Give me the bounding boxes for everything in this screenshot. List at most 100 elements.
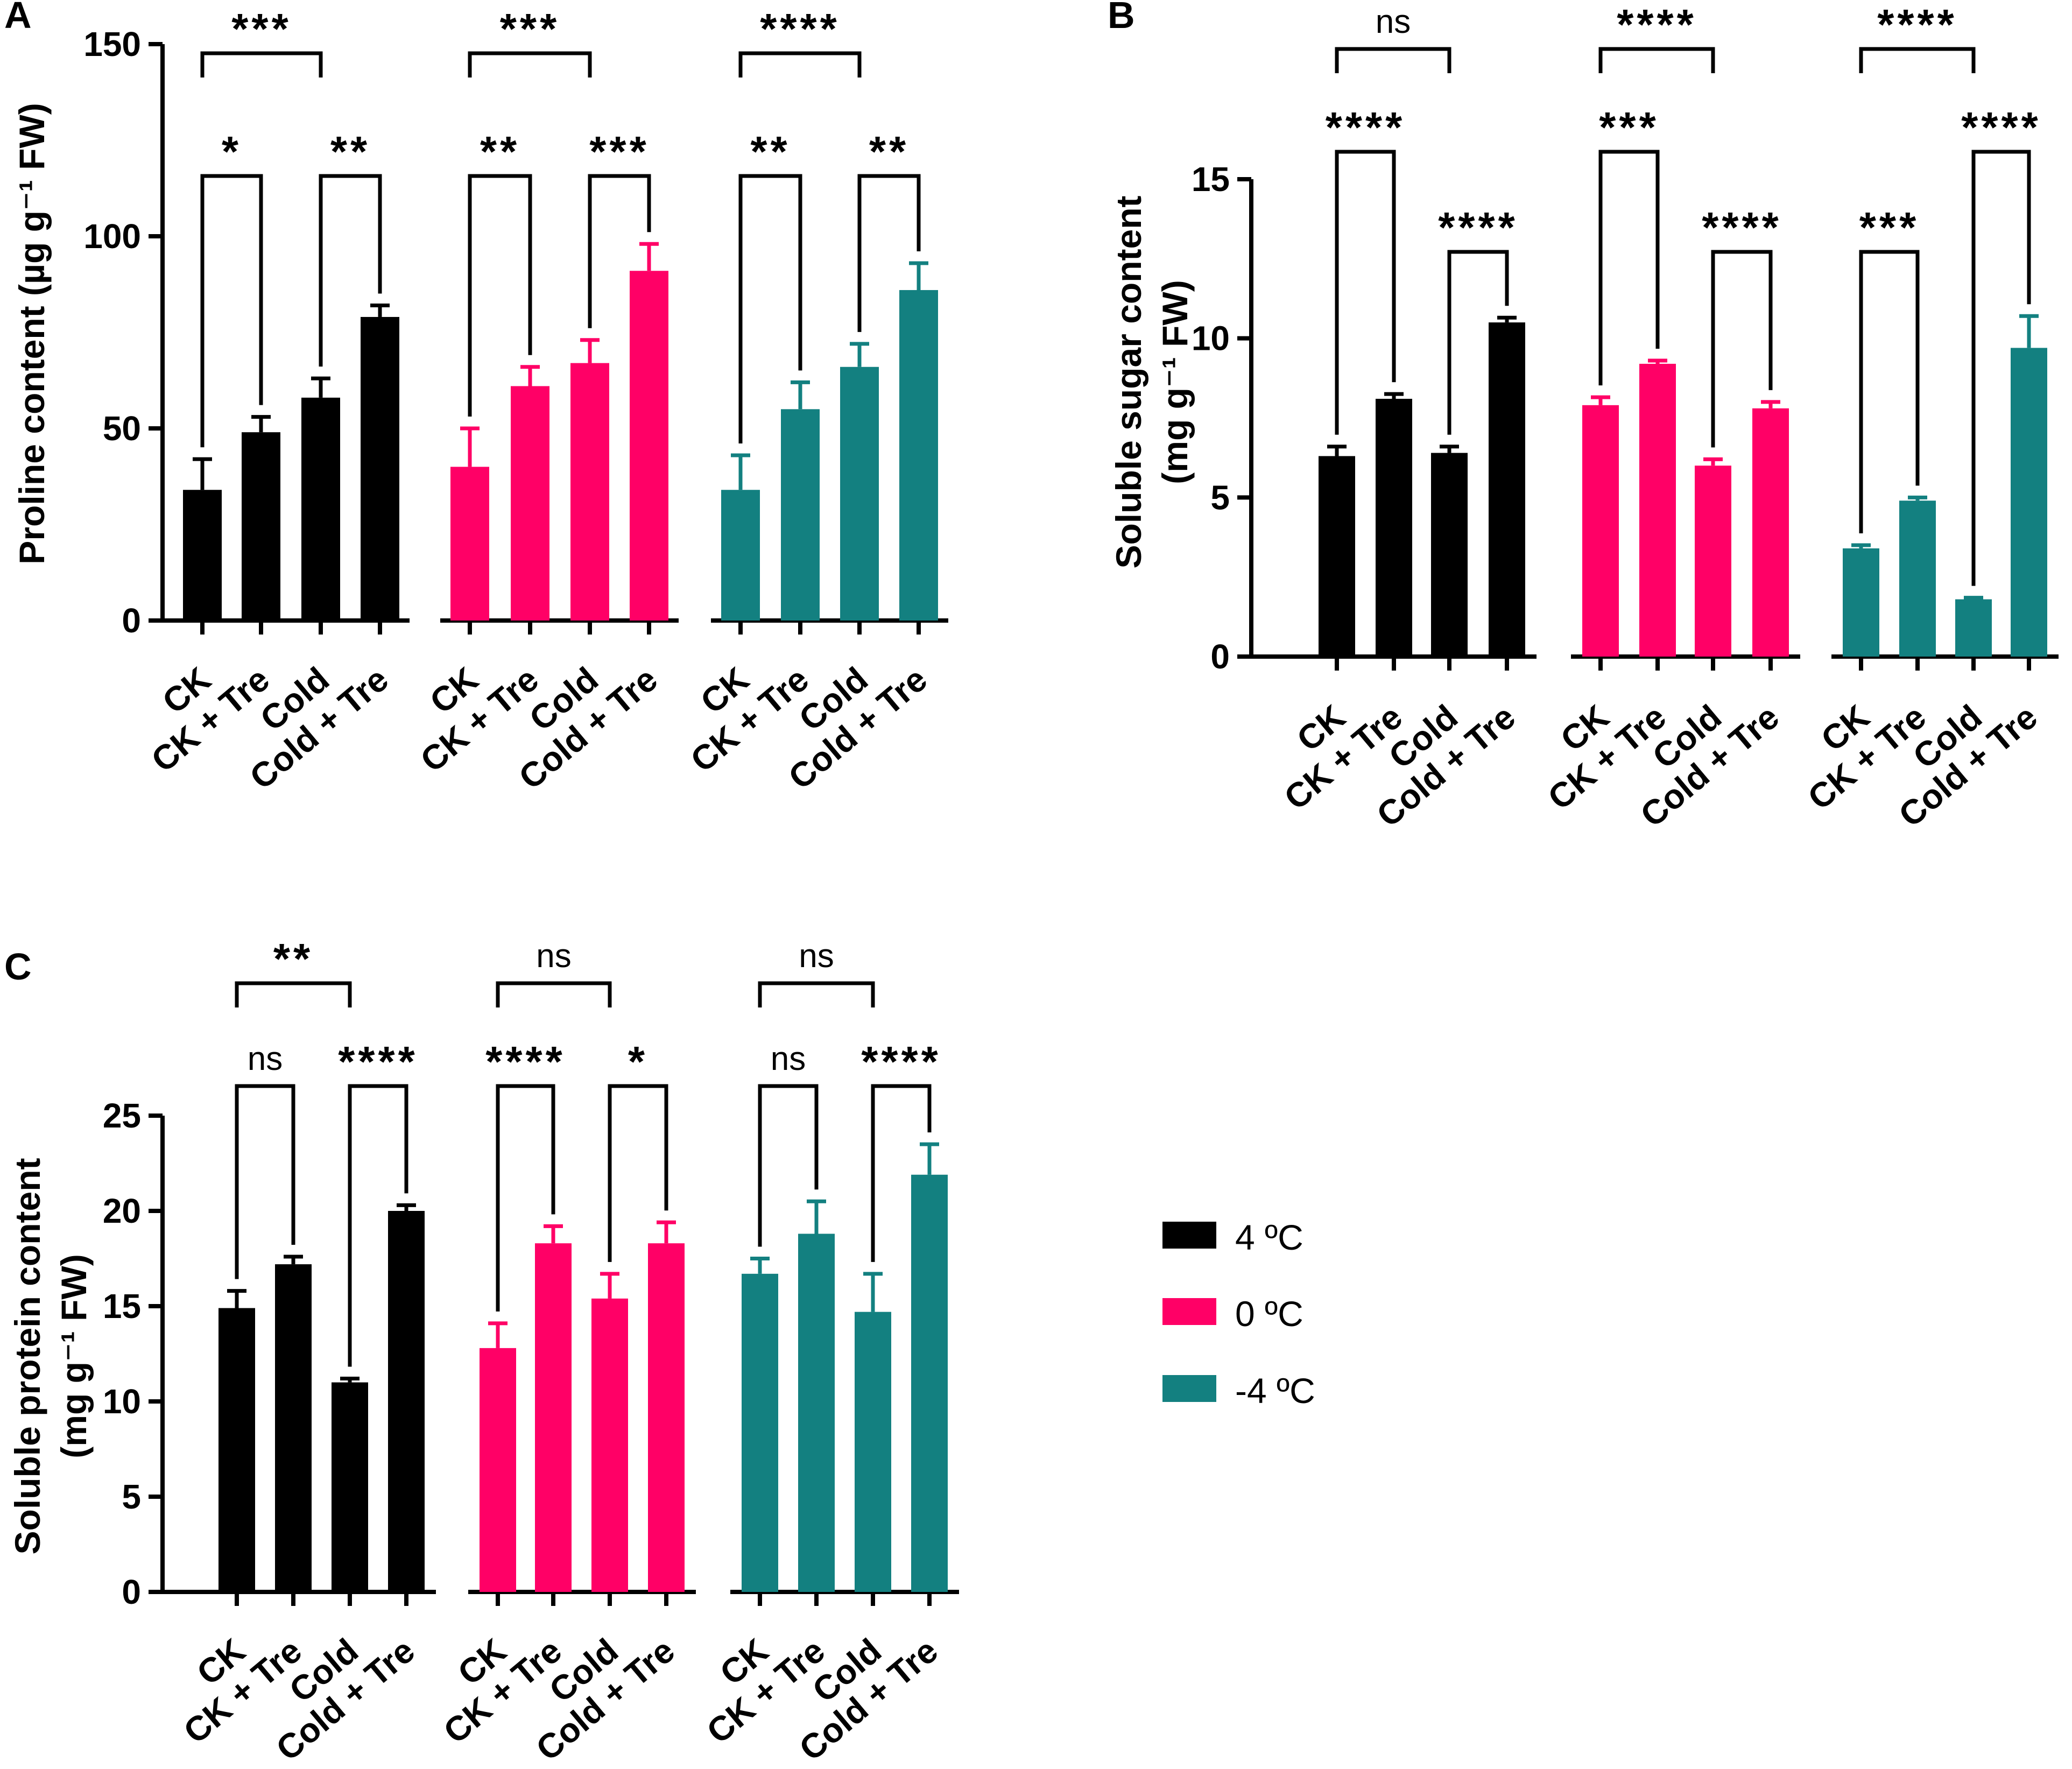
panel-a-significance-bracket [738,174,802,443]
panel-b-bar [1955,599,1992,657]
panel-a-significance-label: ** [869,128,909,175]
panel-c-significance-bracket [235,981,352,1007]
panel-b-y-tick-label: 5 [1210,478,1230,517]
panel-a-significance-bracket [857,174,921,332]
legend-label-4c: 4 ºC [1235,1217,1303,1257]
panel-a-bar [781,409,820,621]
panel-c-significance-label: ns [248,1040,283,1077]
panel-a-bar [242,432,280,621]
panel-c-significance-bracket [496,981,612,1007]
panel-a-significance-label: * [222,128,242,175]
panel-b-significance-bracket [1859,250,1920,534]
panel-b-bar [1639,363,1676,657]
panel-c-bar [855,1312,891,1592]
panel-c-bar [742,1273,778,1592]
panel-b-significance-bracket [1598,47,1715,73]
panel-b-significance-label: **** [1702,203,1782,251]
panel-c-significance-bracket [348,1084,408,1367]
panel-c-significance-bracket [758,981,875,1007]
panel-c-significance-bracket [235,1084,295,1279]
panel-b-bar [1431,453,1468,657]
panel-a-significance-bracket [468,174,532,417]
panel-a-bar [570,363,609,621]
panel-a-bar [361,316,399,621]
panel-c-significance-bracket [758,1084,819,1247]
panel-a-significance-bracket [588,174,651,328]
panel-a-significance-label: ** [480,128,520,175]
panel-b-significance-bracket [1335,47,1451,73]
panel-c-bar [648,1243,685,1592]
panel-a-significance-label: ** [750,128,790,175]
panel-a-significance-label: *** [589,128,649,175]
panel-c-bar [275,1264,312,1592]
legend-label-minus4c: -4 ºC [1235,1371,1315,1411]
panel-b-bar [1843,548,1879,657]
panel-c-significance-bracket [608,1084,668,1262]
panel-c-bar [535,1243,572,1592]
panel-b-significance-bracket [1859,47,1976,73]
panel-c-significance-label: ns [536,938,571,975]
legend-label-0c: 0 ºC [1235,1294,1303,1334]
panel-b-bar [1752,408,1789,657]
panel-b-significance-bracket [1335,150,1396,435]
panel-a-significance-label: **** [760,5,840,53]
panel-b-bar [1489,322,1525,657]
panel-b-significance-label: *** [1859,203,1919,251]
panel-c-bar [480,1348,516,1592]
panel-c-significance-label: **** [861,1038,941,1086]
panel-c-bar [332,1382,368,1592]
panel-a-significance-label: *** [500,5,560,53]
panel-a-significance-label: *** [231,5,291,53]
panel-c-significance-label: ns [771,1040,806,1077]
panel-c-significance-label: ns [799,938,834,975]
panel-b-significance-label: **** [1326,103,1406,151]
panel-b-y-tick-label: 15 [1192,160,1230,199]
panel-c-y-tick-label: 25 [103,1096,141,1135]
panel-b-y-tick-label: 0 [1210,637,1230,676]
panel-a-bar [301,397,340,621]
legend-swatch-minus4c [1162,1375,1216,1402]
panel-c-significance-label: **** [338,1038,418,1086]
panel-b-significance-label: *** [1599,103,1659,151]
panel-a-bar [511,386,549,621]
panel-a-significance-bracket [319,174,382,367]
panel-a-significance-bracket [468,51,592,77]
panel-b-significance-bracket [1711,250,1773,448]
panel-b-y-axis-label-line1: Soluble sugar content [1109,195,1148,568]
panel-c-letter: C [4,946,32,988]
panel-a-significance-bracket [200,174,263,448]
panel-c-bar [798,1234,835,1592]
legend: 4 ºC 0 ºC -4 ºC [1162,1217,1315,1411]
panel-c-chart: C Soluble protein content (mg g⁻¹ FW) 0 5… [4,935,959,1768]
panel-a-y-tick-label: 150 [83,25,141,64]
panel-b-bar [1695,466,1731,657]
panel-c-bar [219,1308,255,1592]
panel-b-significance-bracket [1598,150,1660,386]
panel-b-bar [1319,456,1355,657]
panel-a-significance-bracket [200,51,323,77]
panel-a-letter: A [4,0,32,36]
panel-c-significance-label: * [628,1038,648,1086]
panel-c-significance-bracket [496,1084,555,1312]
panel-c-y-tick-label: 0 [122,1573,141,1611]
panel-b-letter: B [1108,0,1135,36]
panel-a-bar [450,467,489,621]
panel-a-y-tick-label: 50 [103,409,141,448]
panel-a-y-tick-label: 0 [122,601,141,640]
panel-b-significance-label: **** [1438,203,1518,251]
legend-item-4c: 4 ºC [1162,1217,1303,1257]
legend-item-minus4c: -4 ºC [1162,1371,1315,1411]
panel-b-bar [1899,501,1936,657]
panel-b-significance-bracket [1971,150,2031,586]
legend-item-0c: 0 ºC [1162,1294,1303,1334]
panel-b-significance-label: **** [1877,1,1957,48]
panel-a-bar [183,490,222,621]
panel-c-y-tick-label: 20 [103,1192,141,1230]
panel-b-significance-label: **** [1961,103,2041,151]
panel-a-y-tick-label: 100 [83,217,141,256]
panel-b-y-axis-label-line2: (mg g⁻¹ FW) [1155,280,1195,484]
panel-c-bar [591,1298,628,1592]
panel-a-bar [630,271,668,621]
panel-b-significance-bracket [1447,250,1509,435]
